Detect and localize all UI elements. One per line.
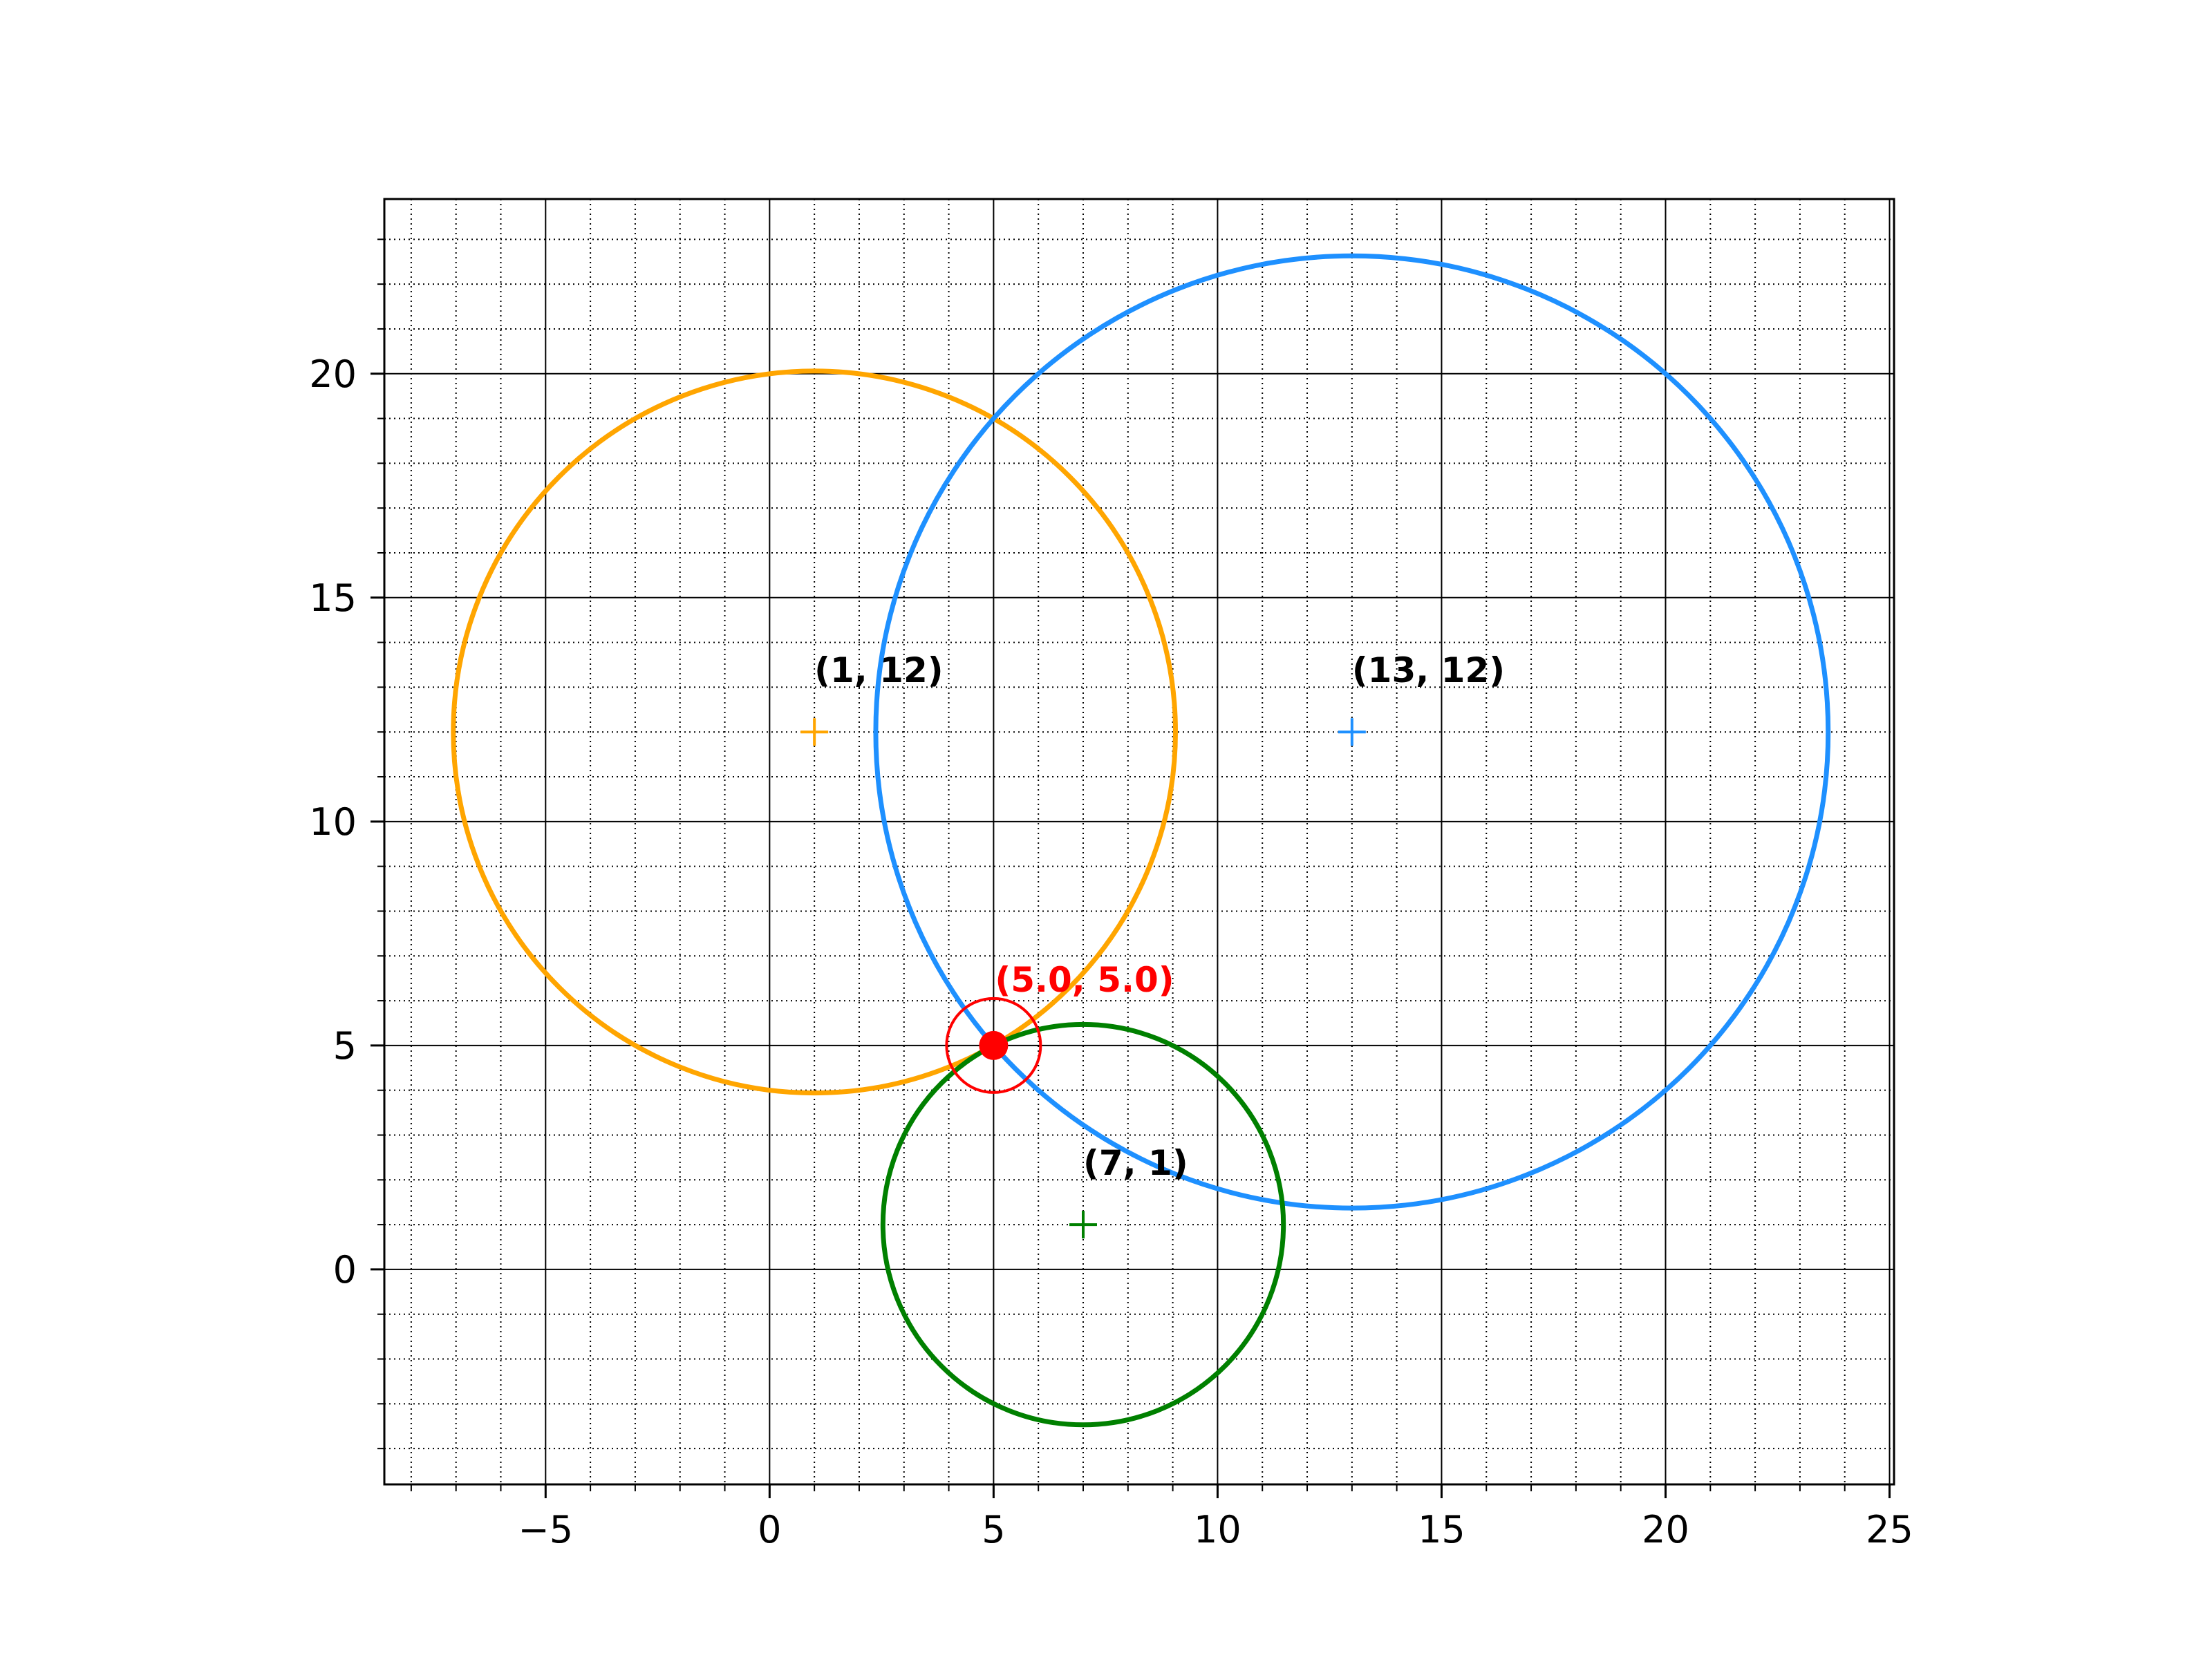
- circle-1: [873, 253, 1831, 1211]
- y-tick-label: 20: [309, 352, 357, 396]
- x-tick-label: 5: [982, 1508, 1005, 1551]
- x-tick-label: 10: [1194, 1508, 1241, 1551]
- y-tick-label: 5: [333, 1024, 357, 1068]
- axis-ticks: −5 0 5 10 15 20 25 0 5 10 15 20: [309, 238, 1913, 1551]
- x-tick-label: 0: [758, 1508, 781, 1551]
- x-tick-label: 25: [1866, 1508, 1913, 1551]
- circle-0: [451, 368, 1178, 1096]
- intersection-point: [979, 1030, 1009, 1060]
- intersection-label: (5.0, 5.0): [995, 960, 1174, 1000]
- x-tick-label: 20: [1642, 1508, 1689, 1551]
- axes-frame: [383, 198, 1895, 1486]
- plot-area: (1, 12) (13, 12)(7, 1)(5.0, 5.0): [451, 253, 1831, 1428]
- x-tick-label: −5: [518, 1508, 574, 1551]
- intersection-ring: [945, 997, 1042, 1094]
- center-label-1: (13, 12): [1352, 650, 1505, 690]
- y-tick-label: 0: [333, 1248, 357, 1292]
- circle-2: [880, 1021, 1286, 1428]
- x-tick-label: 15: [1418, 1508, 1465, 1551]
- grid: [384, 199, 1894, 1484]
- y-tick-label: 15: [309, 576, 357, 620]
- center-label-2: (7, 1): [1083, 1143, 1188, 1183]
- y-tick-label: 10: [309, 800, 357, 844]
